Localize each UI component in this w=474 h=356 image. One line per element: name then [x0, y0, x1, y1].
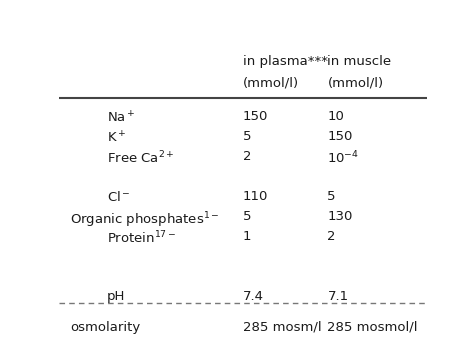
- Text: $10^{-4}$: $10^{-4}$: [328, 150, 359, 167]
- Text: Free Ca$^{2+}$: Free Ca$^{2+}$: [107, 150, 174, 167]
- Text: 285 mosmol/l: 285 mosmol/l: [328, 321, 418, 334]
- Text: 1: 1: [243, 230, 251, 243]
- Text: 2: 2: [328, 230, 336, 243]
- Text: 7.1: 7.1: [328, 290, 348, 303]
- Text: 110: 110: [243, 190, 268, 203]
- Text: Na$^+$: Na$^+$: [107, 110, 136, 125]
- Text: in plasma***: in plasma***: [243, 55, 328, 68]
- Text: 130: 130: [328, 210, 353, 223]
- Text: 5: 5: [243, 130, 251, 143]
- Text: osmolarity: osmolarity: [70, 321, 140, 334]
- Text: (mmol/l): (mmol/l): [328, 77, 383, 90]
- Text: 5: 5: [243, 210, 251, 223]
- Text: Organic phosphates$^{1-}$: Organic phosphates$^{1-}$: [70, 210, 220, 230]
- Text: 285 mosm/l: 285 mosm/l: [243, 321, 321, 334]
- Text: 10: 10: [328, 110, 344, 123]
- Text: 5: 5: [328, 190, 336, 203]
- Text: (mmol/l): (mmol/l): [243, 77, 299, 90]
- Text: pH: pH: [107, 290, 126, 303]
- Text: in muscle: in muscle: [328, 55, 392, 68]
- Text: 7.4: 7.4: [243, 290, 264, 303]
- Text: 2: 2: [243, 150, 251, 163]
- Text: Protein$^{17-}$: Protein$^{17-}$: [107, 230, 176, 247]
- Text: 150: 150: [328, 130, 353, 143]
- Text: K$^+$: K$^+$: [107, 130, 127, 145]
- Text: 150: 150: [243, 110, 268, 123]
- Text: Cl$^-$: Cl$^-$: [107, 190, 131, 204]
